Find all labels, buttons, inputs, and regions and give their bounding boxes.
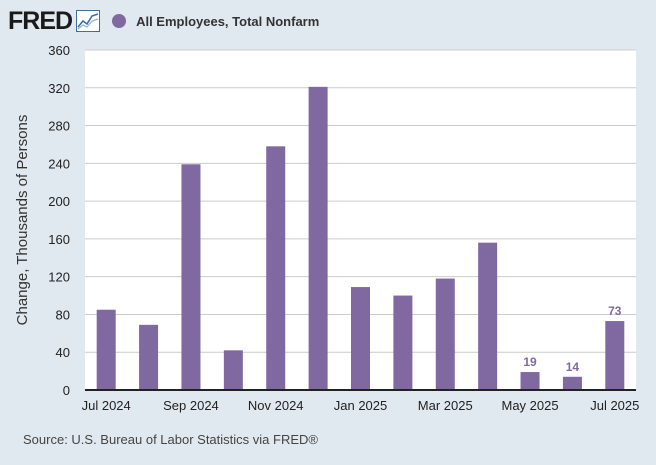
x-axis-ticks: Jul 2024 Sep 2024 Nov 2024 Jan 2025 Mar 2025…: [82, 398, 640, 413]
y-tick-label: 160: [48, 232, 70, 247]
bar-jul-2025[interactable]: [605, 321, 625, 390]
y-tick-label: 280: [48, 119, 70, 134]
y-tick-label: 0: [63, 383, 70, 398]
x-tick-label: Nov 2024: [248, 398, 304, 413]
bars: [96, 86, 625, 390]
legend-label[interactable]: All Employees, Total Nonfarm: [136, 13, 320, 29]
bar-feb-2025[interactable]: [393, 295, 413, 390]
data-label: 19: [523, 355, 537, 369]
data-label: 73: [608, 304, 622, 318]
x-tick-label: Sep 2024: [163, 398, 219, 413]
bar-nov-2024[interactable]: [266, 146, 286, 390]
bar-chart: 0 40 80 120 160 200 240 280 320 360 19 14 73 Jul 20…: [14, 43, 640, 413]
bar-oct-2024[interactable]: [223, 350, 243, 390]
x-tick-label: Jul 2025: [590, 398, 639, 413]
bar-mar-2025[interactable]: [435, 278, 455, 390]
legend-swatch: [112, 14, 127, 28]
bar-apr-2025[interactable]: [478, 242, 498, 390]
bar-jul-2024[interactable]: [96, 309, 116, 390]
data-label: 14: [566, 360, 580, 374]
y-tick-label: 200: [48, 194, 70, 209]
fred-logo[interactable]: FRED: [8, 6, 73, 35]
bar-jan-2025[interactable]: [351, 287, 370, 390]
bar-may-2025[interactable]: [520, 372, 540, 390]
source-note: Source: U.S. Bureau of Labor Statistics …: [23, 432, 318, 447]
x-tick-label: Jul 2024: [82, 398, 131, 413]
y-tick-label: 240: [48, 156, 70, 171]
y-tick-label: 80: [56, 307, 70, 322]
data-labels: 19 14 73: [523, 304, 621, 374]
bar-jun-2025[interactable]: [562, 376, 582, 390]
bar-aug-2024[interactable]: [139, 324, 159, 390]
x-tick-label: May 2025: [501, 398, 558, 413]
fred-line-chart-icon[interactable]: [76, 10, 101, 32]
y-tick-label: 360: [48, 43, 70, 58]
y-axis-label: Change, Thousands of Persons: [14, 115, 31, 326]
bar-dec-2024[interactable]: [308, 86, 328, 390]
y-tick-label: 120: [48, 270, 70, 285]
y-tick-label: 40: [56, 345, 70, 360]
bar-sep-2024[interactable]: [181, 164, 201, 390]
y-axis-ticks: 0 40 80 120 160 200 240 280 320 360: [48, 43, 70, 398]
x-tick-label: Jan 2025: [334, 398, 388, 413]
y-tick-label: 320: [48, 81, 70, 96]
x-tick-label: Mar 2025: [418, 398, 473, 413]
chart-header: FRED All Employees, Total Nonfarm: [8, 6, 319, 36]
